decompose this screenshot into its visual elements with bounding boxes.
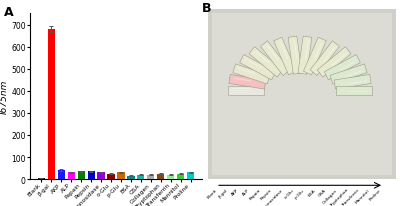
Polygon shape (334, 75, 371, 90)
Bar (177, 174, 184, 179)
Polygon shape (280, 42, 288, 60)
Text: Proline: Proline (369, 187, 382, 201)
Polygon shape (298, 37, 312, 75)
Bar (68, 173, 75, 179)
Polygon shape (317, 47, 351, 78)
Polygon shape (229, 75, 266, 90)
Bar (157, 174, 164, 179)
Polygon shape (274, 38, 296, 76)
Bar (212, 14, 392, 175)
Text: Transferrin: Transferrin (341, 187, 360, 206)
Polygon shape (350, 91, 368, 93)
Polygon shape (330, 65, 367, 84)
Bar (78, 172, 85, 179)
Polygon shape (288, 37, 302, 75)
Polygon shape (340, 62, 356, 71)
Text: ALP: ALP (242, 187, 251, 196)
Polygon shape (249, 47, 283, 78)
Bar (38, 178, 45, 179)
Bar (48, 30, 55, 179)
Polygon shape (349, 81, 367, 85)
Polygon shape (233, 65, 270, 84)
Polygon shape (267, 46, 279, 61)
Bar (88, 172, 95, 179)
Polygon shape (336, 86, 372, 95)
Bar (147, 175, 154, 179)
Bar (187, 173, 194, 179)
Polygon shape (346, 71, 363, 78)
Bar (108, 174, 115, 179)
Bar (58, 170, 65, 179)
Polygon shape (323, 48, 335, 63)
Text: o-Glu: o-Glu (283, 187, 294, 199)
Text: AKP: AKP (231, 187, 240, 196)
Polygon shape (255, 52, 270, 64)
Polygon shape (233, 78, 251, 82)
Text: A: A (4, 6, 14, 19)
Bar (137, 175, 144, 179)
Polygon shape (324, 55, 360, 81)
Text: BSA: BSA (307, 187, 316, 197)
Text: Mannitol: Mannitol (355, 187, 371, 204)
Polygon shape (228, 86, 264, 95)
Polygon shape (260, 42, 290, 76)
Polygon shape (304, 38, 326, 76)
Polygon shape (305, 41, 309, 60)
Y-axis label: I675nm: I675nm (0, 80, 8, 114)
Bar (167, 175, 174, 179)
Text: GSA: GSA (318, 187, 327, 197)
Bar (208, 10, 396, 179)
Bar (127, 176, 134, 179)
Bar (98, 173, 105, 179)
Text: Blank: Blank (206, 187, 218, 199)
Text: Papain: Papain (249, 187, 262, 200)
Text: o-mannosidase: o-mannosidase (257, 187, 284, 206)
Polygon shape (332, 54, 347, 67)
Text: Tryptophan: Tryptophan (329, 187, 349, 206)
Polygon shape (310, 42, 340, 76)
Bar (117, 173, 124, 179)
Polygon shape (314, 43, 322, 61)
Text: Collagen: Collagen (322, 187, 338, 204)
Text: Pepsin: Pepsin (260, 187, 273, 200)
Polygon shape (238, 68, 255, 75)
Text: p-Glu: p-Glu (294, 187, 306, 199)
Text: β-gal: β-gal (218, 187, 229, 198)
Polygon shape (232, 89, 250, 90)
Polygon shape (294, 41, 298, 60)
Text: B: B (202, 2, 212, 15)
Polygon shape (240, 55, 276, 81)
Polygon shape (245, 59, 262, 69)
